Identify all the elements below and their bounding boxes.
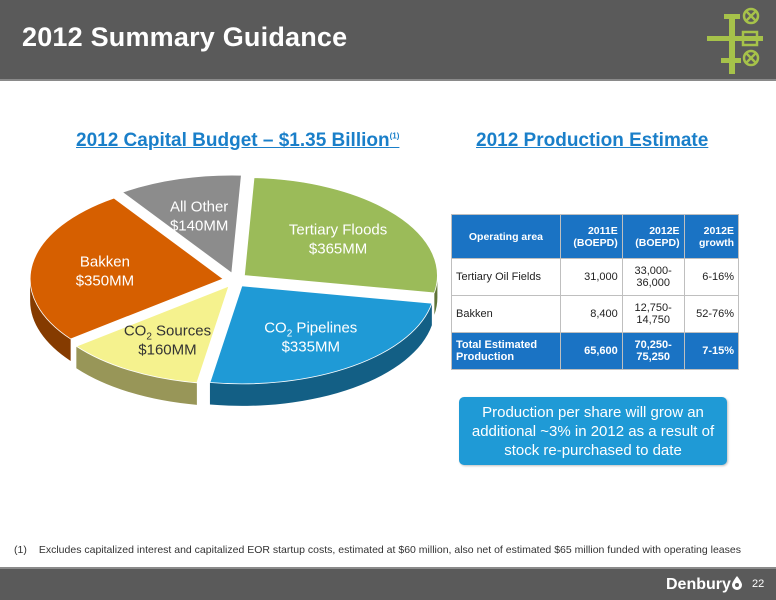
page-title: 2012 Summary Guidance (22, 22, 348, 52)
production-estimate-table: Operating area 2011E (BOEPD) 2012E (BOEPD)… (451, 214, 740, 370)
cell-area: Bakken (451, 295, 561, 333)
logo-drop-icon (732, 576, 742, 590)
table-row: Tertiary Oil Fields 31,000 33,000- 36,00… (451, 258, 740, 296)
pie-slice-side (76, 346, 197, 405)
header-bar: 2012 Summary Guidance (0, 0, 776, 79)
header-2011e: 2011E (BOEPD) (559, 214, 623, 259)
cell-growth: 6-16% (683, 258, 740, 296)
cell-total-area: Total Estimated Production (451, 332, 561, 370)
pie-slice-all-other (121, 174, 242, 274)
header-2012e: 2012E (BOEPD) (621, 214, 685, 259)
pie-slice-tertiary-floods (243, 177, 438, 294)
pie-slice-side (209, 303, 432, 406)
header-2012e-growth: 2012E growth (683, 214, 740, 259)
capital-budget-pie-chart: Tertiary Floods $365MM CO2 Pipelines $335MM… (29, 174, 438, 406)
cell-total-growth: 7-15% (683, 332, 740, 370)
cell-total-2011: 65,600 (559, 332, 623, 370)
footnote: (1) Excludes capitalized interest and cap… (14, 544, 741, 556)
page-number: 22 (752, 578, 765, 590)
pie-label: Tertiary Floods $365MM (289, 222, 387, 258)
header-divider (0, 79, 776, 81)
table-header-row: Operating area 2011E (BOEPD) 2012E (BOEPD)… (451, 214, 740, 259)
header-operating-area: Operating area (451, 214, 561, 259)
pie-label: All Other $140MM (170, 199, 228, 235)
pie-slice-co2-pipelines (209, 285, 433, 385)
footer-bar (0, 569, 776, 600)
pie-slice-co2-sources (75, 285, 230, 384)
cell-growth: 52-76% (683, 295, 740, 333)
footer-divider (0, 567, 776, 569)
cell-2012: 33,000- 36,000 (621, 258, 685, 296)
callout-text: Production per share will grow an additi… (471, 403, 715, 459)
table-total-row: Total Estimated Production 65,600 70,250… (451, 332, 740, 370)
brand-logo-text: Denbury (666, 576, 731, 593)
table-row: Bakken 8,400 12,750- 14,750 52-76% (451, 295, 740, 333)
per-share-callout: Production per share will grow an additi… (459, 397, 727, 465)
pie-label: CO2 Sources $160MM (124, 322, 211, 358)
production-estimate-title: 2012 Production Estimate (476, 130, 709, 151)
footnote-text: Excludes capitalized interest and capita… (38, 544, 741, 556)
cell-total-2012: 70,250- 75,250 (621, 332, 685, 370)
capital-budget-title: 2012 Capital Budget – $1.35 Billion(1) (76, 130, 400, 151)
pipeline-valve-icon (707, 7, 763, 74)
cell-2011: 31,000 (559, 258, 623, 296)
cell-area: Tertiary Oil Fields (451, 258, 561, 296)
pie-label: CO2 Pipelines $335MM (264, 320, 357, 356)
cell-2012: 12,750- 14,750 (621, 295, 685, 333)
pie-slice-side (30, 278, 71, 361)
pie-slice-bakken (29, 197, 224, 340)
cell-2011: 8,400 (559, 295, 623, 333)
pie-label: Bakken $350MM (76, 254, 134, 290)
footnote-number: (1) (14, 544, 27, 556)
